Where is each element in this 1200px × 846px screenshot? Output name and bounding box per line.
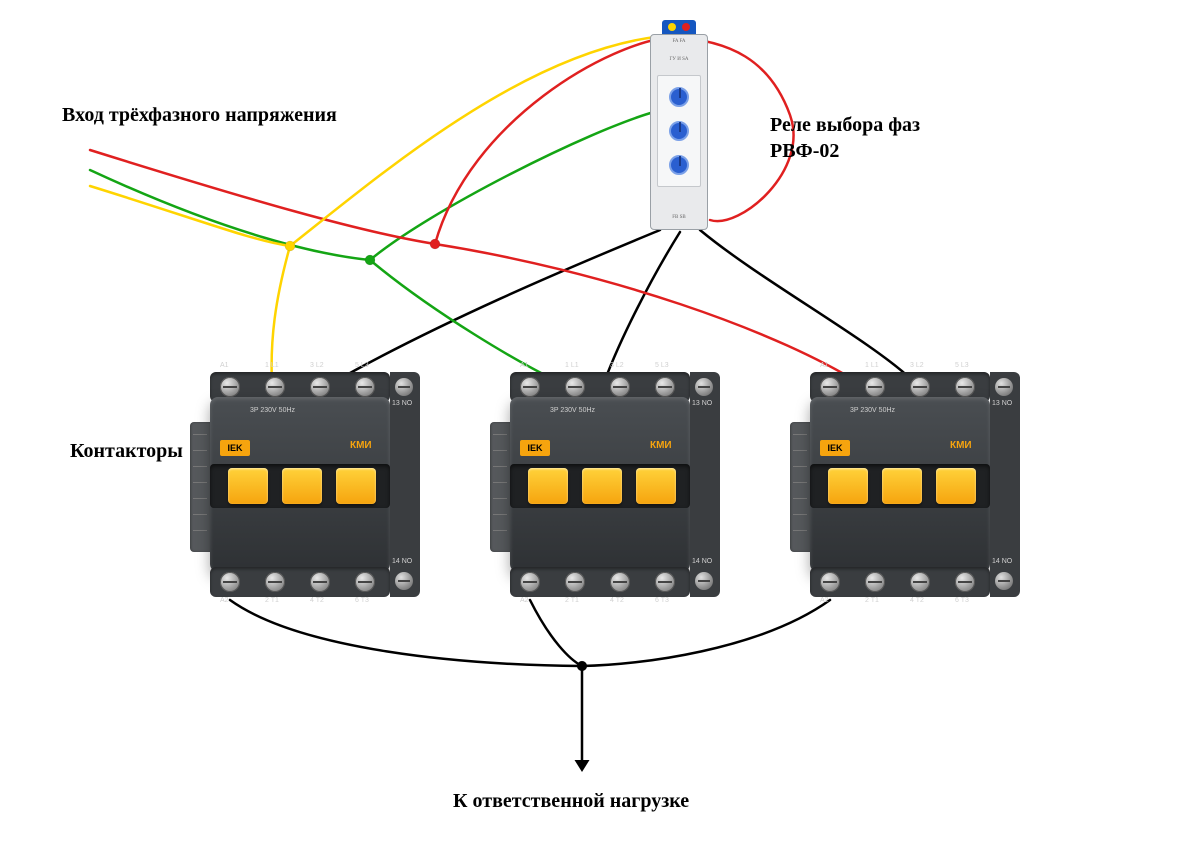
label-relay-l1: Реле выбора фаз (770, 114, 920, 137)
model-text: КМИ (950, 440, 972, 451)
contactor-side-panel (790, 422, 810, 552)
label-contactors: Контакторы (70, 440, 183, 463)
screw-bot-1 (265, 572, 285, 592)
contactor-k2: A11 L13 L25 L3IEKКМИ3P 230V 50HzA22 T14 … (490, 372, 715, 597)
screw-top-0 (220, 377, 240, 397)
model-text: КМИ (650, 440, 672, 451)
push-button-0 (228, 468, 268, 504)
screw-bot-0 (520, 572, 540, 592)
screw-bot-1 (865, 572, 885, 592)
relay-mid-text: ГУ И SA (659, 57, 699, 63)
push-button-0 (528, 468, 568, 504)
spec-text: 3P 230V 50Hz (850, 407, 895, 414)
relay-top-text: FA FA (659, 39, 699, 45)
model-text: КМИ (350, 440, 372, 451)
screw-top-0 (820, 377, 840, 397)
aux-screw-bot (995, 572, 1013, 590)
label-load: К ответственной нагрузке (453, 790, 689, 813)
relay-knob-1 (669, 87, 689, 107)
aux-column: 13 NO14 NO (990, 372, 1020, 597)
screw-bot-3 (655, 572, 675, 592)
screw-bot-3 (955, 572, 975, 592)
screw-top-1 (565, 377, 585, 397)
aux-screw-top (995, 378, 1013, 396)
brand-badge: IEK (820, 440, 850, 456)
brand-badge: IEK (220, 440, 250, 456)
terminal-row-bot: A22 T14 T26 T3 (810, 567, 990, 597)
screw-top-3 (955, 377, 975, 397)
aux-screw-top (695, 378, 713, 396)
aux-column: 13 NO14 NO (390, 372, 420, 597)
relay-bot-text: FB SB (659, 215, 699, 221)
aux-screw-bot (395, 572, 413, 590)
push-button-1 (882, 468, 922, 504)
aux-screw-top (395, 378, 413, 396)
relay-knob-3 (669, 155, 689, 175)
screw-top-2 (910, 377, 930, 397)
screw-top-2 (310, 377, 330, 397)
push-button-2 (336, 468, 376, 504)
push-button-1 (582, 468, 622, 504)
contactor-k1: A11 L13 L25 L3IEKКМИ3P 230V 50HzA22 T14 … (190, 372, 415, 597)
screw-bot-1 (565, 572, 585, 592)
screw-top-1 (865, 377, 885, 397)
terminal-row-bot: A22 T14 T26 T3 (210, 567, 390, 597)
relay-knob-2 (669, 121, 689, 141)
contactor-side-panel (490, 422, 510, 552)
label-relay-l2: РВФ-02 (770, 140, 839, 163)
aux-column: 13 NO14 NO (690, 372, 720, 597)
screw-bot-2 (610, 572, 630, 592)
phase-select-relay: FA FA ГУ И SA FB SB (650, 20, 708, 230)
spec-text: 3P 230V 50Hz (250, 407, 295, 414)
screw-top-0 (520, 377, 540, 397)
push-button-0 (828, 468, 868, 504)
screw-bot-2 (310, 572, 330, 592)
screw-bot-0 (820, 572, 840, 592)
relay-cap (662, 20, 696, 34)
contactor-k3: A11 L13 L25 L3IEKКМИ3P 230V 50HzA22 T14 … (790, 372, 1015, 597)
spec-text: 3P 230V 50Hz (550, 407, 595, 414)
screw-top-3 (355, 377, 375, 397)
relay-body: FA FA ГУ И SA FB SB (650, 34, 708, 230)
screw-top-1 (265, 377, 285, 397)
label-input: Вход трёхфазного напряжения (62, 104, 337, 127)
brand-badge: IEK (520, 440, 550, 456)
screw-bot-2 (910, 572, 930, 592)
terminal-row-bot: A22 T14 T26 T3 (510, 567, 690, 597)
push-button-2 (636, 468, 676, 504)
screw-top-2 (610, 377, 630, 397)
push-button-1 (282, 468, 322, 504)
relay-led-yellow (668, 23, 676, 31)
screw-top-3 (655, 377, 675, 397)
screw-bot-0 (220, 572, 240, 592)
relay-led-red (682, 23, 690, 31)
contactor-side-panel (190, 422, 210, 552)
aux-screw-bot (695, 572, 713, 590)
push-button-2 (936, 468, 976, 504)
screw-bot-3 (355, 572, 375, 592)
